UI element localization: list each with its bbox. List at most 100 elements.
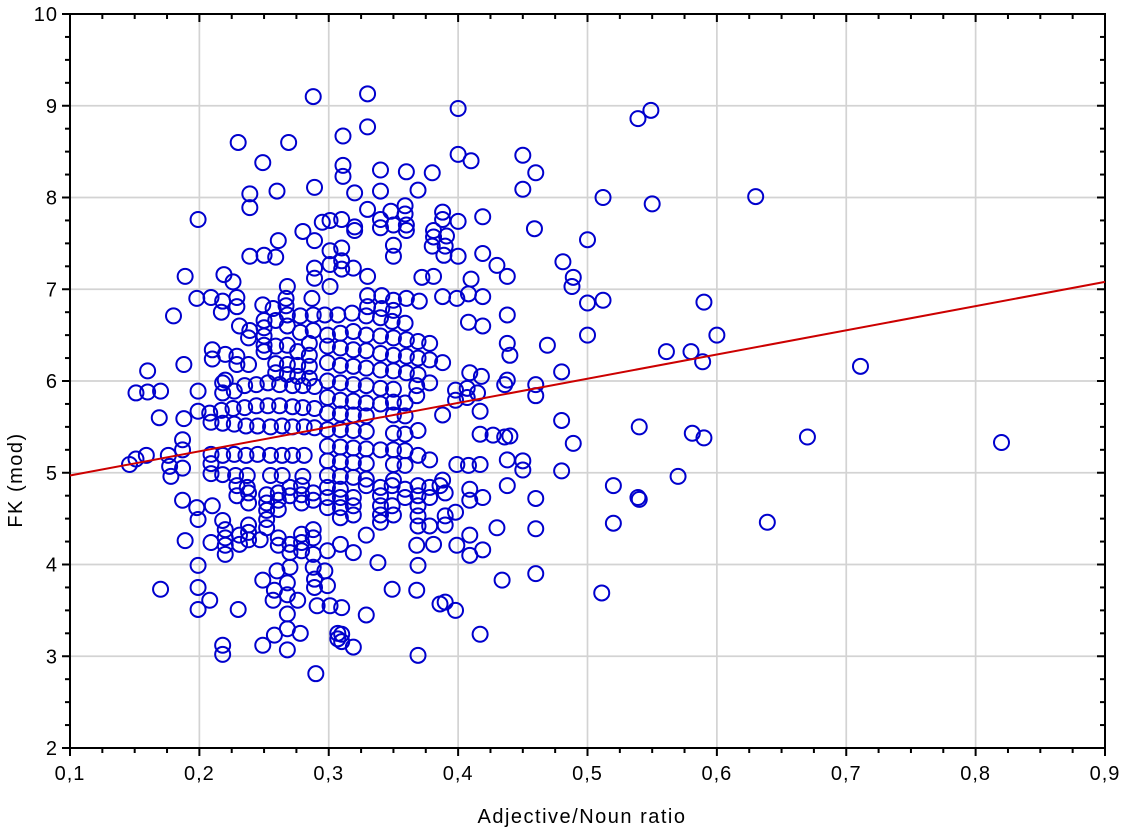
data-point: [237, 417, 255, 435]
data-point: [409, 487, 427, 505]
data-point: [369, 554, 387, 572]
data-point: [384, 362, 402, 380]
data-point: [461, 364, 479, 382]
data-point: [434, 288, 452, 306]
data-point: [708, 326, 726, 344]
data-point: [461, 546, 479, 564]
data-point: [344, 357, 362, 375]
data-point: [212, 401, 230, 419]
data-point: [421, 489, 439, 507]
data-point: [553, 462, 571, 480]
data-point: [383, 312, 401, 330]
data-point: [408, 581, 426, 599]
data-point: [421, 334, 439, 352]
data-point: [121, 455, 139, 473]
data-point: [225, 415, 243, 433]
data-point: [344, 341, 362, 359]
data-point: [228, 355, 246, 373]
data-point: [384, 506, 402, 524]
data-point: [695, 429, 713, 447]
data-point: [262, 467, 280, 485]
data-point: [306, 259, 324, 277]
data-point: [331, 391, 349, 409]
data-point: [397, 364, 415, 382]
data-point: [346, 184, 364, 202]
data-point: [344, 638, 362, 656]
data-point: [629, 489, 647, 507]
data-point: [527, 164, 545, 182]
data-point: [564, 268, 582, 286]
data-point: [318, 489, 336, 507]
data-point: [229, 133, 247, 151]
data-point: [289, 367, 307, 385]
data-point: [409, 366, 427, 384]
data-point: [293, 533, 311, 551]
data-point: [212, 303, 230, 321]
data-point: [372, 395, 389, 413]
data-point: [307, 665, 325, 683]
data-point: [357, 526, 375, 544]
data-point: [278, 306, 296, 324]
data-point: [514, 146, 532, 164]
data-point: [289, 343, 307, 361]
data-point: [333, 599, 351, 617]
data-point: [629, 110, 647, 128]
data-point: [229, 600, 247, 618]
data-point: [448, 536, 466, 554]
data-point: [318, 467, 336, 485]
data-point: [604, 477, 622, 495]
data-point: [553, 363, 571, 381]
data-point: [273, 417, 291, 435]
data-point: [436, 237, 454, 255]
data-point: [538, 336, 556, 354]
data-point: [152, 382, 170, 400]
x-tick-label: 0,8: [960, 763, 991, 785]
data-point: [224, 273, 242, 291]
data-point: [527, 387, 545, 405]
data-point: [851, 357, 869, 375]
data-point: [247, 397, 265, 415]
data-point: [300, 334, 318, 352]
data-point: [694, 353, 712, 371]
data-point: [225, 445, 243, 463]
data-point: [563, 277, 581, 295]
data-point: [294, 222, 312, 240]
data-point: [259, 374, 277, 392]
data-point: [291, 307, 309, 325]
data-point: [304, 529, 322, 547]
data-point: [230, 526, 248, 544]
data-point: [669, 467, 687, 485]
data-point: [230, 317, 248, 335]
data-point: [458, 389, 476, 407]
data-point: [501, 346, 519, 364]
data-point: [447, 601, 465, 619]
data-point: [471, 402, 489, 420]
data-point: [214, 414, 232, 432]
data-point: [331, 374, 349, 392]
plot-frame: [69, 13, 1106, 749]
data-point: [280, 133, 298, 151]
data-point: [265, 581, 283, 599]
data-point: [472, 367, 490, 385]
data-point: [421, 451, 439, 469]
data-point: [293, 542, 311, 560]
data-point: [469, 384, 487, 402]
data-point: [321, 597, 339, 615]
data-point: [165, 307, 182, 325]
data-point: [488, 519, 506, 537]
data-point: [384, 380, 402, 398]
data-point: [397, 289, 415, 307]
data-point: [241, 199, 259, 217]
data-point: [329, 624, 347, 642]
data-point: [397, 347, 415, 365]
data-point: [409, 477, 427, 495]
data-point: [214, 645, 232, 663]
data-point: [758, 513, 776, 531]
data-point: [448, 455, 466, 473]
data-point: [642, 101, 660, 119]
data-point: [240, 355, 258, 373]
data-point: [216, 345, 234, 363]
y-tick-label: 2: [46, 738, 58, 760]
data-point: [396, 197, 414, 215]
